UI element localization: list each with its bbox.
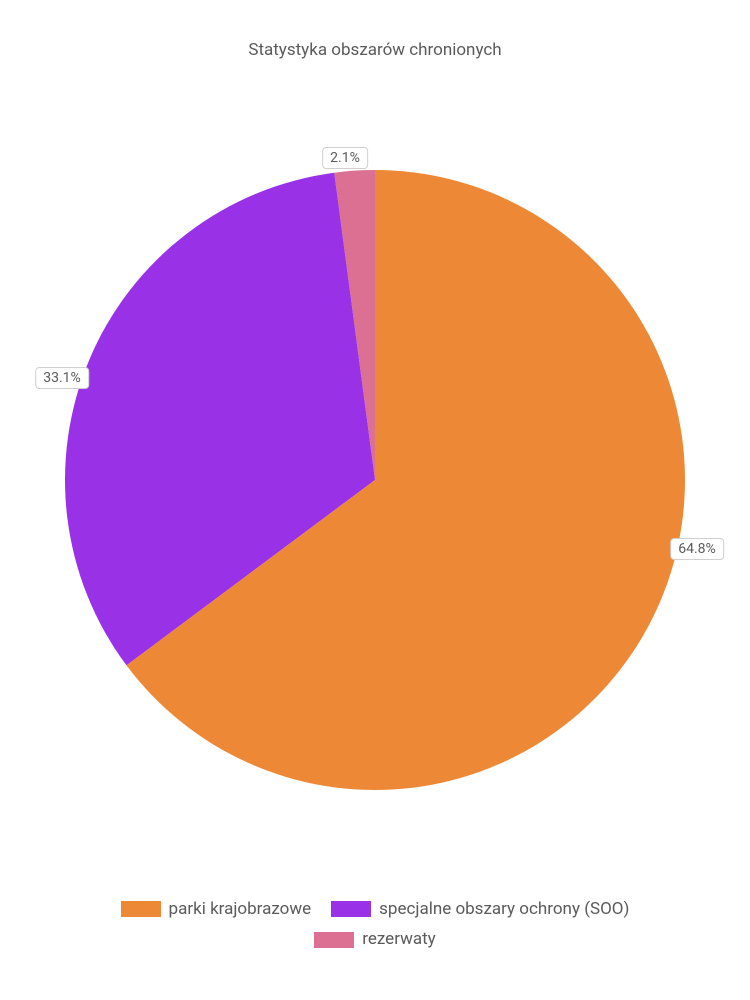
pie-svg [0,130,750,830]
legend-label: parki krajobrazowe [169,899,312,919]
legend-item: rezerwaty [314,924,435,955]
legend-swatch [331,901,371,917]
slice-label: 64.8% [670,538,724,560]
legend-item: specjalne obszary ochrony (SOO) [331,894,629,925]
legend-label: rezerwaty [362,929,435,949]
legend-row-2: rezerwaty [0,924,750,955]
legend-swatch [121,901,161,917]
legend-item: parki krajobrazowe [121,894,312,925]
pie-area [0,130,750,830]
pie-chart-container: Statystyka obszarów chronionych 2.1% 33.1… [0,0,750,1000]
chart-title: Statystyka obszarów chronionych [0,40,750,60]
legend-row-1: parki krajobrazowe specjalne obszary ochr… [0,894,750,925]
slice-label: 2.1% [322,147,368,169]
legend-swatch [314,932,354,948]
legend-label: specjalne obszary ochrony (SOO) [379,899,629,919]
slice-label: 33.1% [35,367,89,389]
legend: parki krajobrazowe specjalne obszary ochr… [0,894,750,955]
